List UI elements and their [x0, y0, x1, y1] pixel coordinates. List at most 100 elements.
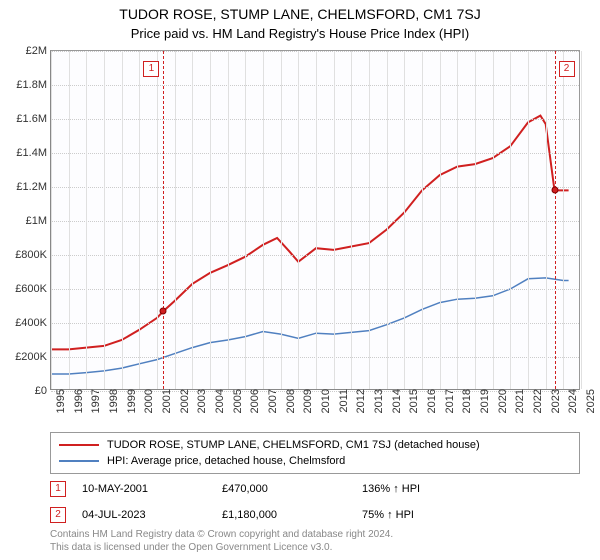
sale-price: £1,180,000 — [222, 509, 362, 521]
gridline-v — [404, 51, 405, 389]
y-tick-label: £800K — [15, 249, 51, 261]
legend-row-1: TUDOR ROSE, STUMP LANE, CHELMSFORD, CM1 … — [59, 437, 571, 453]
gridline-v — [298, 51, 299, 389]
gridline-h — [51, 357, 579, 358]
sale-row-marker: 2 — [50, 507, 66, 523]
gridline-v — [581, 51, 582, 389]
gridline-v — [457, 51, 458, 389]
gridline-v — [528, 51, 529, 389]
gridline-v — [86, 51, 87, 389]
gridline-v — [281, 51, 282, 389]
x-tick-label: 2020 — [493, 389, 509, 413]
gridline-v — [563, 51, 564, 389]
legend-row-2: HPI: Average price, detached house, Chel… — [59, 453, 571, 469]
y-tick-label: £1.8M — [16, 79, 51, 91]
x-tick-label: 2013 — [369, 389, 385, 413]
x-tick-label: 2019 — [475, 389, 491, 413]
sale-delta: 75% ↑ HPI — [362, 509, 502, 521]
x-tick-label: 2006 — [245, 389, 261, 413]
x-tick-label: 2010 — [316, 389, 332, 413]
x-tick-label: 2007 — [263, 389, 279, 413]
y-tick-label: £1.2M — [16, 181, 51, 193]
y-tick-label: £400K — [15, 317, 51, 329]
footer-line-2: This data is licensed under the Open Gov… — [50, 541, 393, 554]
x-tick-label: 2001 — [157, 389, 173, 413]
gridline-v — [157, 51, 158, 389]
gridline-v — [210, 51, 211, 389]
sale-row: 2 04-JUL-2023£1,180,00075% ↑ HPI — [50, 504, 580, 526]
gridline-h — [51, 85, 579, 86]
gridline-v — [175, 51, 176, 389]
chart-subtitle: Price paid vs. HM Land Registry's House … — [0, 22, 600, 41]
x-tick-label: 2015 — [404, 389, 420, 413]
gridline-v — [316, 51, 317, 389]
x-tick-label: 1995 — [51, 389, 67, 413]
x-tick-label: 2023 — [546, 389, 562, 413]
x-tick-label: 2011 — [334, 389, 350, 413]
x-tick-label: 1996 — [69, 389, 85, 413]
y-tick-label: £200K — [15, 351, 51, 363]
sale-marker-dot — [551, 187, 558, 194]
gridline-v — [122, 51, 123, 389]
legend-box: TUDOR ROSE, STUMP LANE, CHELMSFORD, CM1 … — [50, 432, 580, 474]
chart-container: TUDOR ROSE, STUMP LANE, CHELMSFORD, CM1 … — [0, 0, 600, 560]
x-tick-label: 2012 — [351, 389, 367, 413]
sale-marker-dot — [160, 308, 167, 315]
footer-line-1: Contains HM Land Registry data © Crown c… — [50, 528, 393, 541]
footer-text: Contains HM Land Registry data © Crown c… — [50, 528, 393, 554]
x-tick-label: 2018 — [457, 389, 473, 413]
gridline-v — [104, 51, 105, 389]
y-tick-label: £2M — [26, 45, 51, 57]
legend-label-1: TUDOR ROSE, STUMP LANE, CHELMSFORD, CM1 … — [107, 439, 480, 451]
plot-svg — [51, 51, 579, 389]
gridline-v — [440, 51, 441, 389]
gridline-v — [69, 51, 70, 389]
sale-row-marker: 1 — [50, 481, 66, 497]
sale-marker-box: 1 — [143, 61, 159, 77]
x-tick-label: 2014 — [387, 389, 403, 413]
x-tick-label: 2025 — [581, 389, 597, 413]
chart-title: TUDOR ROSE, STUMP LANE, CHELMSFORD, CM1 … — [0, 0, 600, 22]
series-hpi — [51, 278, 569, 374]
gridline-v — [422, 51, 423, 389]
y-tick-label: £600K — [15, 283, 51, 295]
sale-marker-line — [555, 51, 556, 389]
y-tick-label: £1M — [26, 215, 51, 227]
gridline-v — [351, 51, 352, 389]
sale-row: 110-MAY-2001£470,000136% ↑ HPI — [50, 478, 580, 500]
gridline-v — [493, 51, 494, 389]
gridline-v — [369, 51, 370, 389]
plot-area: £0£200K£400K£600K£800K£1M£1.2M£1.4M£1.6M… — [50, 50, 580, 390]
y-tick-label: £1.6M — [16, 113, 51, 125]
x-tick-label: 1997 — [86, 389, 102, 413]
sale-date: 04-JUL-2023 — [82, 509, 222, 521]
legend-label-2: HPI: Average price, detached house, Chel… — [107, 455, 345, 467]
sale-marker-box: 2 — [559, 61, 575, 77]
x-tick-label: 2016 — [422, 389, 438, 413]
gridline-h — [51, 255, 579, 256]
gridline-v — [510, 51, 511, 389]
x-tick-label: 2022 — [528, 389, 544, 413]
x-tick-label: 2024 — [563, 389, 579, 413]
gridline-v — [192, 51, 193, 389]
x-tick-label: 2002 — [175, 389, 191, 413]
gridline-h — [51, 289, 579, 290]
gridline-v — [263, 51, 264, 389]
gridline-h — [51, 221, 579, 222]
x-tick-label: 2017 — [440, 389, 456, 413]
x-tick-label: 2009 — [298, 389, 314, 413]
gridline-h — [51, 51, 579, 52]
y-tick-label: £1.4M — [16, 147, 51, 159]
x-tick-label: 2008 — [281, 389, 297, 413]
x-tick-label: 2003 — [192, 389, 208, 413]
legend-swatch-2 — [59, 460, 99, 462]
x-tick-label: 1998 — [104, 389, 120, 413]
gridline-v — [387, 51, 388, 389]
sale-price: £470,000 — [222, 483, 362, 495]
gridline-v — [139, 51, 140, 389]
gridline-v — [245, 51, 246, 389]
sale-rows: 110-MAY-2001£470,000136% ↑ HPI204-JUL-20… — [50, 478, 580, 526]
gridline-h — [51, 153, 579, 154]
gridline-v — [228, 51, 229, 389]
gridline-v — [51, 51, 52, 389]
